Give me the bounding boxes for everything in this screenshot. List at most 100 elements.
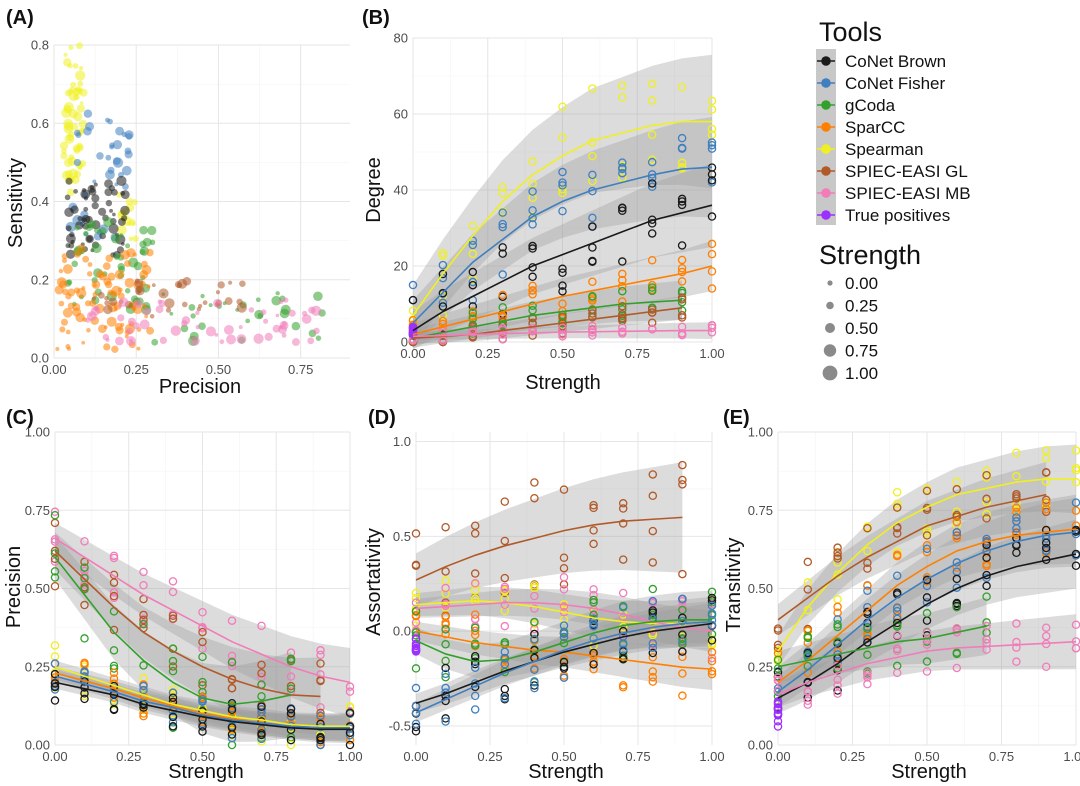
panel-b-xtick-label: 0.00 xyxy=(400,346,425,361)
point-conet-fisher xyxy=(112,157,124,168)
point-conet-fisher xyxy=(470,663,480,672)
point-spearman xyxy=(707,124,717,134)
fit-line-conet-brown xyxy=(415,622,713,705)
point-sparcc xyxy=(441,629,450,639)
fit-line-conet-brown xyxy=(54,681,350,731)
point-spearman xyxy=(80,662,89,671)
point-spiec-easi-mb xyxy=(707,653,717,663)
point-conet-fisher xyxy=(411,683,421,693)
point-spiec-easi-gl xyxy=(197,303,203,309)
point-conet-brown xyxy=(168,712,178,722)
point-spiec-easi-gl xyxy=(648,470,658,479)
point-sparcc xyxy=(559,654,569,664)
point-spearman xyxy=(128,236,134,241)
point-gcoda xyxy=(227,657,237,667)
point-spiec-easi-mb xyxy=(50,535,60,544)
panel-e-ytick-label: 0.25 xyxy=(748,659,773,674)
point-true-positives xyxy=(773,722,783,731)
panel-a-ytick-label: 0.6 xyxy=(31,116,49,131)
point-conet-fisher xyxy=(618,645,628,655)
point-conet-fisher xyxy=(530,683,539,693)
point-conet-brown xyxy=(65,233,76,244)
point-conet-fisher xyxy=(678,637,687,646)
point-spearman xyxy=(707,105,717,114)
point-spiec-easi-mb xyxy=(281,332,287,338)
point-spiec-easi-mb xyxy=(588,321,597,331)
point-conet-brown xyxy=(707,636,717,645)
point-gcoda xyxy=(124,287,131,294)
point-spiec-easi-mb xyxy=(922,628,932,637)
point-spiec-easi-gl xyxy=(316,708,325,718)
panel-b-fit-lines xyxy=(412,120,713,339)
point-conet-brown xyxy=(588,222,597,231)
point-spearman xyxy=(68,44,74,51)
point-gcoda xyxy=(109,646,119,655)
point-spiec-easi-mb xyxy=(530,604,539,613)
point-spiec-easi-mb xyxy=(117,314,125,322)
point-spiec-easi-mb xyxy=(892,646,902,656)
point-spiec-easi-mb xyxy=(559,602,569,611)
point-conet-brown xyxy=(618,206,627,215)
point-spiec-easi-mb xyxy=(157,299,162,304)
panel-b-ytick-label: 0 xyxy=(401,335,408,350)
point-gcoda xyxy=(139,661,148,670)
point-gcoda xyxy=(91,242,102,254)
point-spiec-easi-gl xyxy=(982,470,991,480)
point-spiec-easi-gl xyxy=(257,669,266,678)
point-conet-brown xyxy=(168,722,178,731)
point-spiec-easi-mb xyxy=(155,305,164,314)
point-spiec-easi-mb xyxy=(411,598,421,607)
point-spiec-easi-gl xyxy=(833,554,842,563)
point-spiec-easi-gl xyxy=(470,521,480,530)
point-spiec-easi-mb xyxy=(126,327,134,335)
point-conet-brown xyxy=(65,249,76,259)
point-spiec-easi-gl xyxy=(773,626,783,635)
point-conet-brown xyxy=(257,730,266,740)
point-conet-brown xyxy=(64,194,71,201)
point-conet-fisher xyxy=(922,544,932,554)
point-conet-fisher xyxy=(618,164,627,174)
point-conet-brown xyxy=(438,288,448,298)
point-conet-brown xyxy=(198,722,207,731)
point-conet-brown xyxy=(93,182,98,187)
point-conet-brown xyxy=(528,244,537,253)
point-gcoda xyxy=(313,291,323,302)
point-spiec-easi-gl xyxy=(50,546,60,556)
fit-line-conet-brown xyxy=(412,204,713,332)
point-conet-brown xyxy=(83,206,89,212)
point-sparcc xyxy=(58,300,65,307)
point-spiec-easi-gl xyxy=(647,305,657,314)
point-sparcc xyxy=(411,611,421,621)
point-spiec-easi-gl xyxy=(441,567,450,576)
point-spiec-easi-gl xyxy=(500,573,510,583)
point-sparcc xyxy=(132,252,137,257)
point-sparcc xyxy=(87,262,93,267)
panel-a-xtick-label: 0.75 xyxy=(288,362,313,377)
point-spearman xyxy=(63,52,68,57)
point-conet-brown xyxy=(120,190,126,196)
band-spearman xyxy=(778,444,1076,667)
point-spiec-easi-gl xyxy=(982,494,991,504)
point-sparcc xyxy=(86,271,93,277)
panel-c-xtick-label: 0.25 xyxy=(116,749,141,764)
point-conet-fisher xyxy=(707,144,717,153)
point-spiec-easi-gl xyxy=(648,558,658,567)
point-gcoda xyxy=(80,563,89,572)
point-spiec-easi-mb xyxy=(803,687,813,697)
point-spiec-easi-gl xyxy=(441,522,450,532)
point-conet-brown xyxy=(80,694,89,704)
point-sparcc xyxy=(72,307,82,317)
point-spearman xyxy=(468,249,478,259)
point-conet-brown xyxy=(80,189,91,200)
point-conet-fisher xyxy=(498,219,507,229)
point-conet-brown xyxy=(677,241,687,250)
point-spiec-easi-gl xyxy=(677,311,687,320)
point-conet-fisher xyxy=(112,140,123,150)
point-gcoda xyxy=(618,305,627,314)
point-gcoda xyxy=(279,308,290,319)
point-conet-fisher xyxy=(648,614,658,624)
point-gcoda xyxy=(80,634,89,643)
point-gcoda xyxy=(168,666,178,676)
point-spiec-easi-gl xyxy=(892,529,902,538)
panel-b-xlabel: Strength xyxy=(525,372,601,394)
